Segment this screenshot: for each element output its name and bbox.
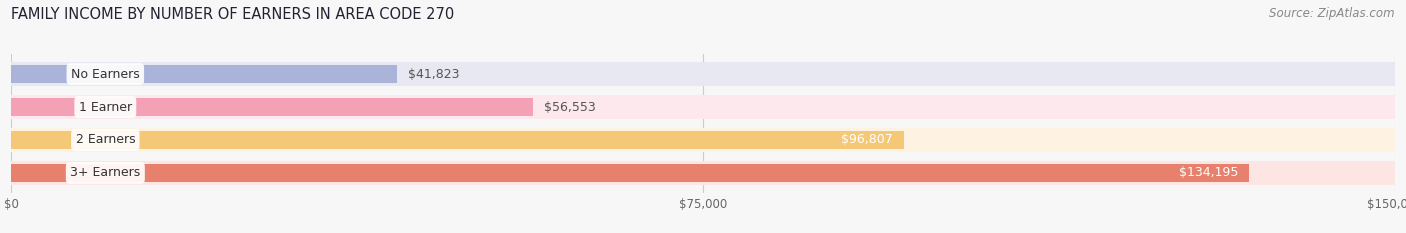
Text: 1 Earner: 1 Earner bbox=[79, 100, 132, 113]
Text: No Earners: No Earners bbox=[70, 68, 139, 81]
FancyBboxPatch shape bbox=[11, 95, 1395, 119]
FancyBboxPatch shape bbox=[11, 131, 904, 149]
FancyBboxPatch shape bbox=[11, 62, 1395, 86]
Text: $56,553: $56,553 bbox=[544, 100, 596, 113]
FancyBboxPatch shape bbox=[11, 128, 1395, 152]
FancyBboxPatch shape bbox=[11, 98, 533, 116]
Text: 2 Earners: 2 Earners bbox=[76, 134, 135, 147]
Text: Source: ZipAtlas.com: Source: ZipAtlas.com bbox=[1270, 7, 1395, 20]
Text: $96,807: $96,807 bbox=[841, 134, 893, 147]
Text: $134,195: $134,195 bbox=[1178, 166, 1237, 179]
FancyBboxPatch shape bbox=[11, 65, 396, 83]
Text: $41,823: $41,823 bbox=[408, 68, 460, 81]
Text: FAMILY INCOME BY NUMBER OF EARNERS IN AREA CODE 270: FAMILY INCOME BY NUMBER OF EARNERS IN AR… bbox=[11, 7, 454, 22]
FancyBboxPatch shape bbox=[11, 164, 1249, 182]
FancyBboxPatch shape bbox=[11, 161, 1395, 185]
Text: 3+ Earners: 3+ Earners bbox=[70, 166, 141, 179]
